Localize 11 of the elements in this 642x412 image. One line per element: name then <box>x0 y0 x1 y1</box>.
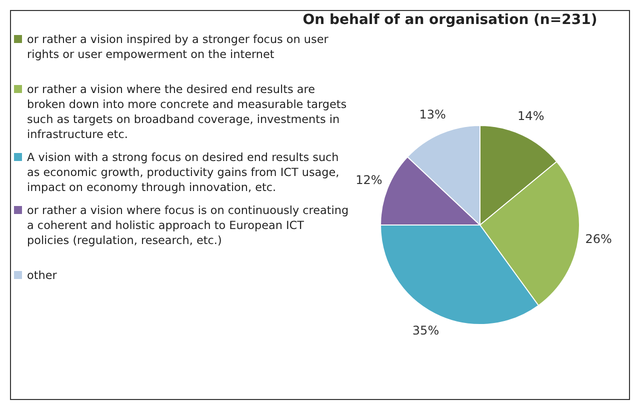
legend-label: or rather a vision where the desired end results are broken down into more concrete and measurable targets such as targets on broadband coverage, investments in infrastructure etc. <box>26 82 348 142</box>
legend-label: other <box>26 268 58 283</box>
legend-label: A vision with a strong focus on desired end results such as economic growth, productivity gains from ICT usage, impact on economy through innovation, etc. <box>26 150 340 195</box>
chart-title: On behalf of an organisation (n=231) <box>302 12 598 28</box>
legend-label: or rather a vision where focus is on continuously creating a coherent and holistic approach to European ICT policies (regulation, research, etc.) <box>26 203 349 248</box>
data-label: 14% <box>518 109 544 123</box>
legend-label: or rather a vision inspired by a stronger focus on user rights or user empowerment on the internet <box>26 32 330 62</box>
data-label: 26% <box>585 232 612 246</box>
data-label: 12% <box>356 173 382 188</box>
data-label: 35% <box>412 324 440 338</box>
data-label: 13% <box>419 107 446 122</box>
